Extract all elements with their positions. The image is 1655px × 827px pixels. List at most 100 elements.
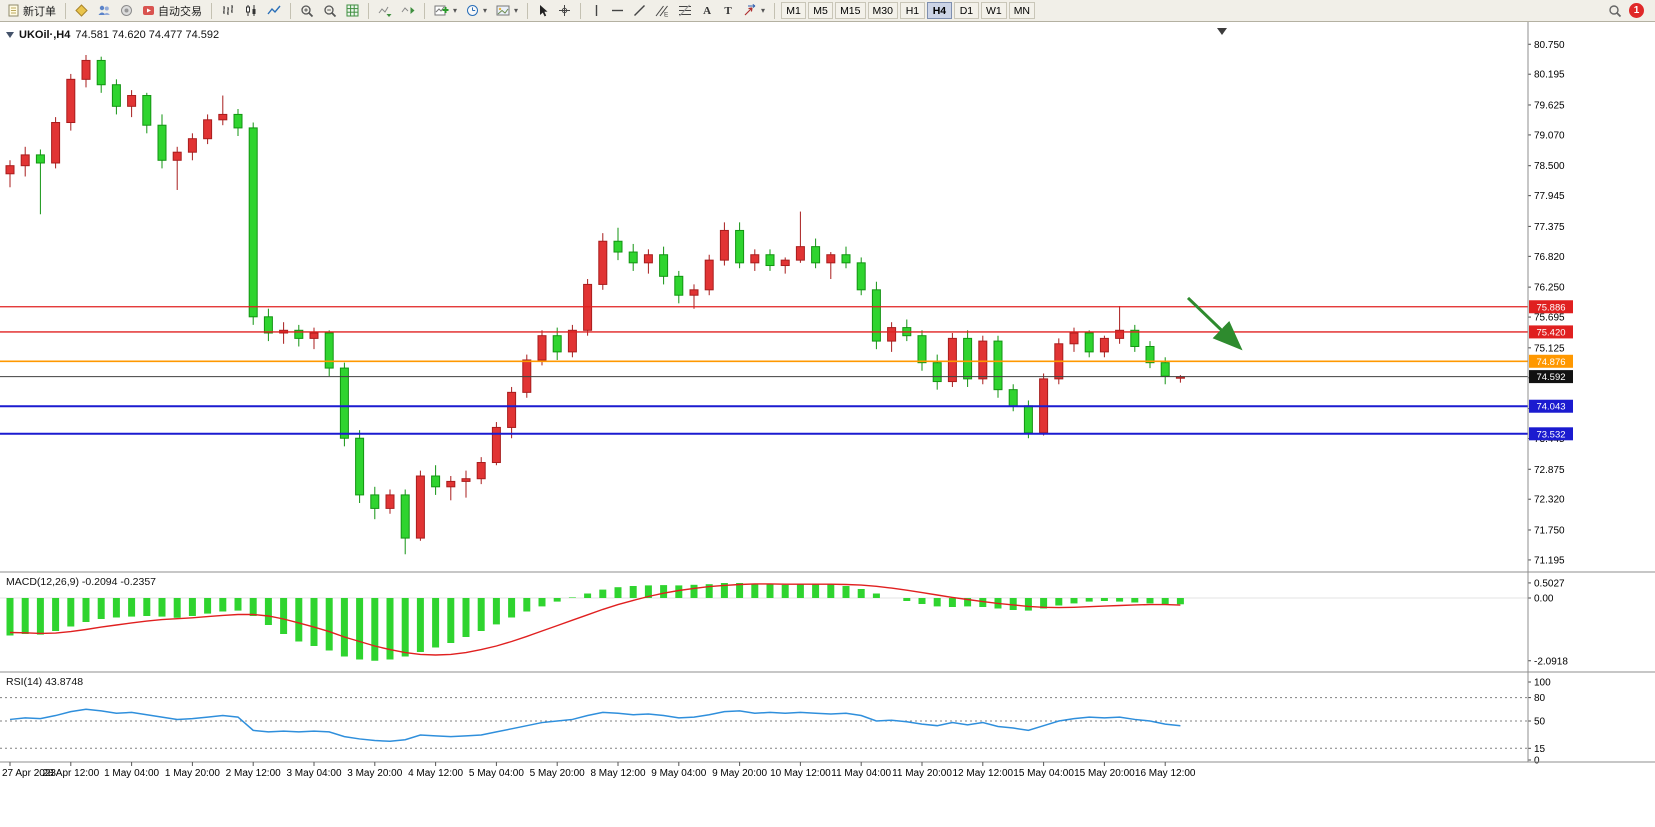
rsi-line — [9, 708, 1181, 743]
grid-icon — [346, 4, 359, 17]
market-watch-button[interactable] — [71, 1, 92, 21]
candlestick-chart-button[interactable] — [240, 1, 262, 21]
price-tag[interactable] — [1529, 427, 1573, 441]
new-order-label: 新订单 — [23, 6, 56, 18]
fibonacci-tool-button[interactable] — [674, 1, 696, 21]
trendline-tool-button[interactable] — [629, 1, 650, 21]
time-axis-label: 4 May 12:00 — [408, 768, 463, 779]
navigator-button[interactable] — [93, 1, 115, 21]
axis-layer: 80.750 80.195 79.625 79.070 78.500 77.945 77.3… — [0, 22, 1655, 779]
price-tag[interactable] — [1529, 325, 1573, 339]
timeframe-d1-button[interactable]: D1 — [953, 2, 979, 19]
grid-button[interactable] — [342, 1, 363, 21]
new-chart-button[interactable]: ▾ — [430, 1, 461, 21]
candle-body — [1023, 405, 1033, 434]
price-tag-label: 73.532 — [1536, 429, 1565, 440]
time-axis-label: 15 May 04:00 — [1013, 768, 1074, 779]
annotation-arrow[interactable] — [1186, 296, 1243, 351]
svg-text:E: E — [664, 12, 669, 18]
new-order-button[interactable]: 新订单 — [3, 1, 60, 21]
price-tag[interactable] — [1529, 354, 1573, 368]
horizontal-line-tool-button[interactable] — [607, 1, 628, 21]
candle-body — [1099, 337, 1109, 353]
scroll-end-marker — [1217, 28, 1227, 35]
macd-axis-label: 0.00 — [1534, 594, 1554, 605]
arrows-tool-button[interactable]: ▾ — [739, 1, 769, 21]
auto-scroll-button[interactable] — [374, 1, 396, 21]
candle-body — [127, 95, 137, 107]
timeframe-h4-button[interactable]: H4 — [926, 2, 952, 19]
line-chart-button[interactable] — [263, 1, 285, 21]
candle-body — [248, 127, 258, 318]
candle-body — [659, 254, 669, 277]
new-chart-icon — [434, 4, 449, 17]
equidistant-channel-icon: E — [655, 4, 669, 17]
chart-area[interactable]: 80.750 80.195 79.625 79.070 78.500 77.945 77.3… — [0, 22, 1655, 827]
timeframe-h1-button[interactable]: H1 — [899, 2, 925, 19]
text-tool-button[interactable]: A — [697, 1, 717, 21]
candle-body — [1069, 332, 1079, 345]
price-tag[interactable] — [1529, 300, 1573, 314]
candle-body — [415, 475, 425, 539]
terminal-button[interactable] — [116, 1, 137, 21]
notification-badge[interactable]: 1 — [1629, 3, 1644, 18]
price-tag-label: 74.043 — [1536, 402, 1565, 413]
search-button[interactable] — [1604, 1, 1626, 21]
new-order-icon — [7, 4, 20, 17]
crosshair-button[interactable] — [554, 1, 575, 21]
price-tag[interactable] — [1529, 370, 1573, 384]
candle-body — [142, 95, 152, 126]
timeframe-w1-button[interactable]: W1 — [980, 2, 1007, 19]
chart-canvas[interactable]: 80.750 80.195 79.625 79.070 78.500 77.945 77.3… — [0, 22, 1655, 827]
candle-body — [400, 494, 410, 539]
toolbar-separator — [580, 2, 582, 19]
timeframe-m30-button[interactable]: M30 — [867, 2, 898, 19]
macd-axis-label: -2.0918 — [1534, 656, 1568, 667]
rsi-axis-label: 50 — [1534, 717, 1546, 728]
zoom-in-button[interactable] — [296, 1, 318, 21]
candle-body — [1130, 329, 1140, 347]
candle-body — [1145, 345, 1155, 364]
horizontal-line-icon — [611, 6, 624, 15]
vertical-line-tool-button[interactable] — [586, 1, 606, 21]
auto-trading-label: 自动交易 — [158, 6, 202, 18]
price-axis-label: 79.070 — [1534, 130, 1565, 141]
chart-shift-button[interactable] — [397, 1, 419, 21]
candle-body — [294, 329, 304, 339]
timeframe-mn-button[interactable]: MN — [1008, 2, 1036, 19]
candle-body — [218, 113, 228, 121]
cursor-button[interactable] — [533, 1, 553, 21]
channel-tool-button[interactable]: E — [651, 1, 673, 21]
toolbar-separator — [211, 2, 212, 19]
candle-body — [750, 254, 760, 264]
price-axis-label: 76.820 — [1534, 252, 1565, 263]
macd-signal-line — [9, 583, 1181, 656]
price-tag-label: 74.592 — [1536, 372, 1565, 383]
symbol-dropdown-icon[interactable] — [6, 32, 14, 38]
macd-panel[interactable] — [0, 583, 1528, 661]
zoom-out-button[interactable] — [319, 1, 341, 21]
auto-trading-button[interactable]: 自动交易 — [138, 1, 206, 21]
candle-body — [157, 124, 167, 161]
chevron-down-icon: ▾ — [483, 5, 488, 15]
price-tag-label: 74.876 — [1536, 357, 1565, 368]
cursor-icon — [537, 4, 549, 18]
zoom-in-icon — [300, 4, 314, 18]
rsi-panel[interactable] — [0, 697, 1528, 749]
bar-chart-button[interactable] — [217, 1, 239, 21]
candle-body — [20, 154, 30, 167]
timeframe-m15-button[interactable]: M15 — [835, 2, 866, 19]
timeframe-m5-button[interactable]: M5 — [808, 2, 834, 19]
timeframe-m1-button[interactable]: M1 — [781, 2, 807, 19]
time-axis-label: 8 May 12:00 — [590, 768, 645, 779]
price-panel[interactable] — [0, 28, 1528, 555]
bar-chart-icon — [221, 4, 235, 17]
search-icon — [1608, 4, 1622, 18]
candle-body — [491, 426, 501, 464]
templates-button[interactable]: ▾ — [492, 1, 522, 21]
profiles-button[interactable]: ▾ — [462, 1, 491, 21]
candle-body — [309, 332, 319, 339]
price-tag[interactable] — [1529, 399, 1573, 413]
candle-body — [66, 78, 76, 124]
label-tool-button[interactable]: T — [718, 1, 738, 21]
